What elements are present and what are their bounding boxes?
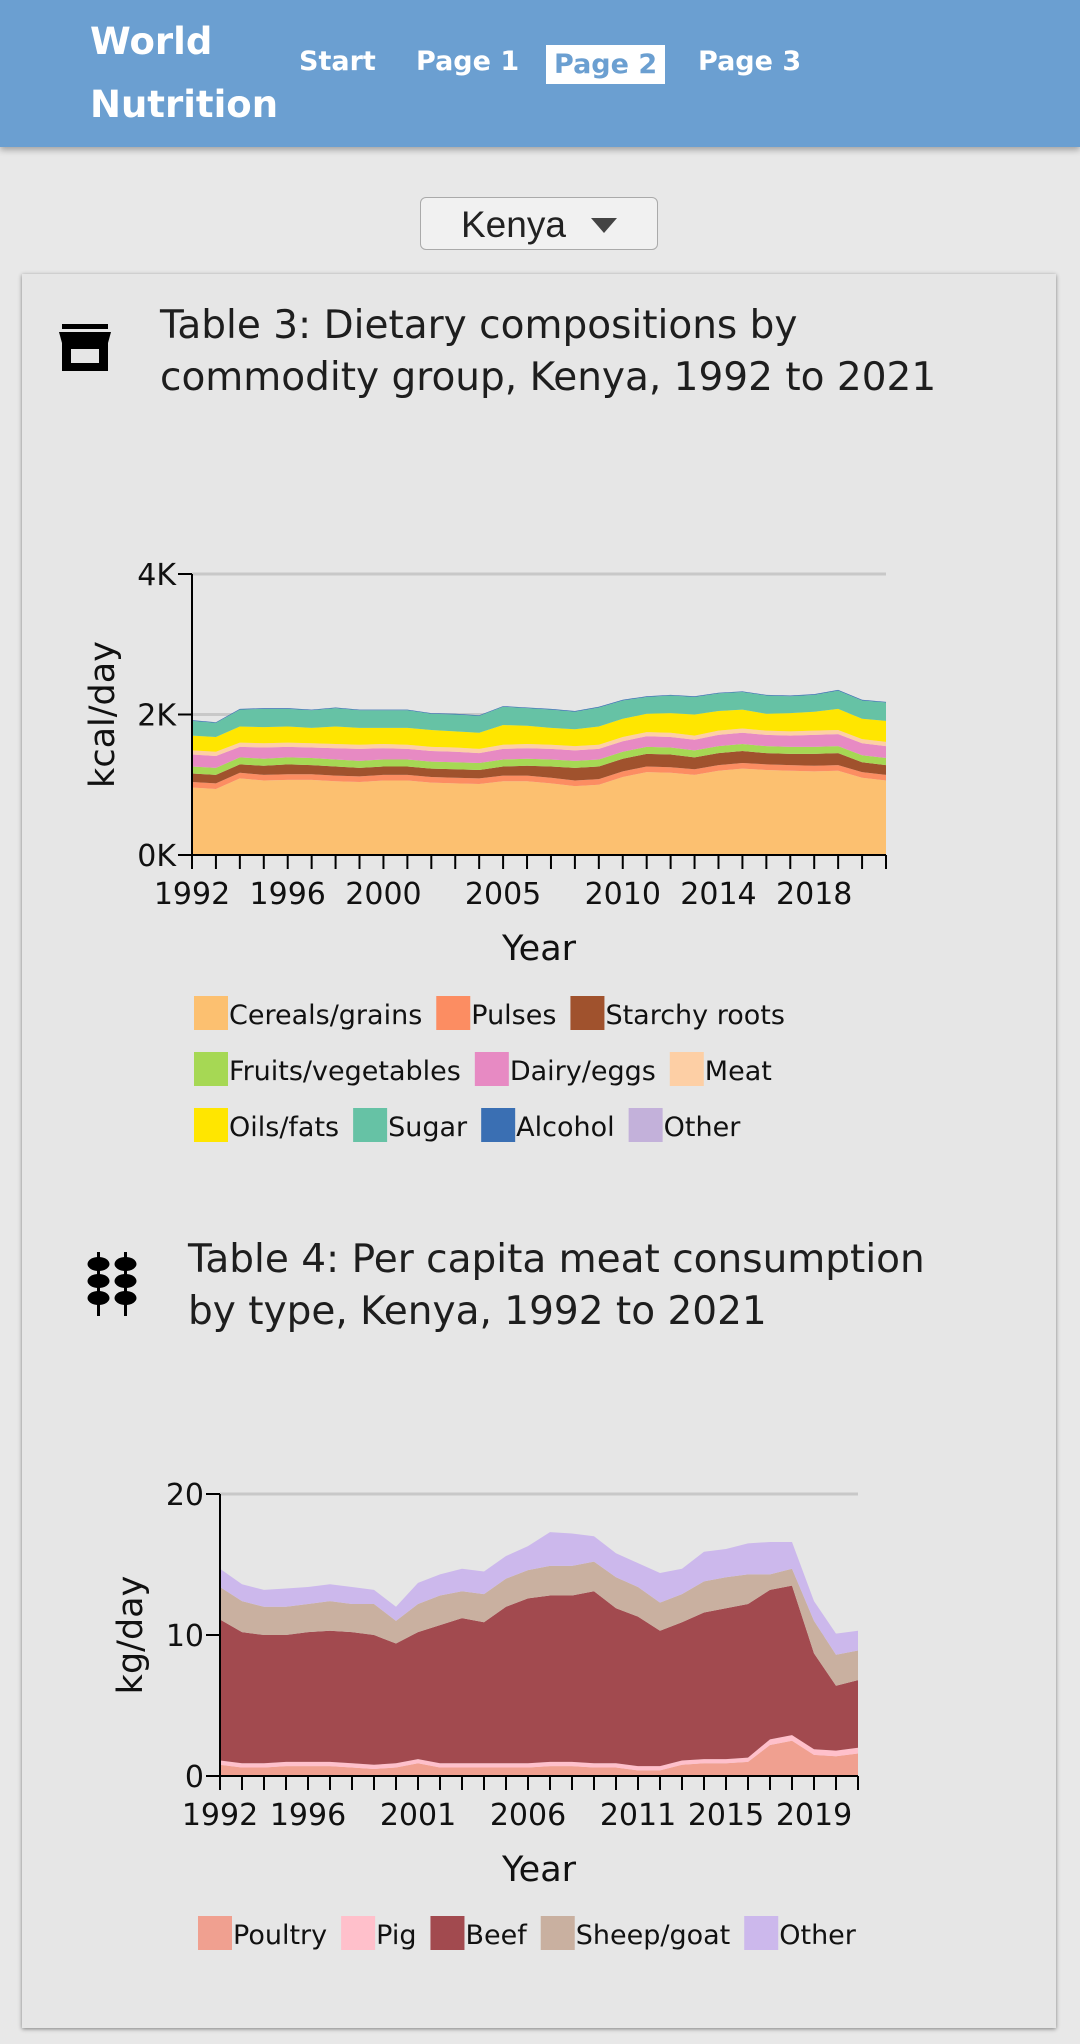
table4-area-pig xyxy=(220,1735,858,1771)
table4-x-axis-label: Year xyxy=(501,1850,577,1890)
table3-x-tick-label: 1992 xyxy=(154,877,230,912)
nav-page-2[interactable]: Page 2 xyxy=(546,45,666,84)
table4-title-line2: by type, Kenya, 1992 to 2021 xyxy=(188,1289,767,1334)
brand-logo[interactable]: World Nutrition xyxy=(90,10,278,136)
table3-legend-label-meat: Meat xyxy=(705,1056,772,1087)
table3-legend-swatch-starchy-roots xyxy=(570,996,605,1030)
table3-legend-swatch-fruits-vegetables xyxy=(194,1052,228,1086)
table4-legend-swatch-beef xyxy=(430,1916,465,1950)
chevron-down-icon xyxy=(591,218,617,233)
table3-legend-label-cereals-grains: Cereals/grains xyxy=(229,1000,422,1031)
table4-area-beef xyxy=(220,1585,858,1767)
brand-line1: World xyxy=(90,20,213,63)
table3-area-dairy-eggs xyxy=(192,732,886,768)
chart-table3: 0K 2K 4K 1992 1996 2000 2005 2010 2014 2018 Year kc… xyxy=(83,558,887,1143)
table3-area-fruits-vegetables xyxy=(192,744,886,775)
table3-legend-swatch-alcohol xyxy=(481,1108,516,1142)
table3-legend-swatch-meat xyxy=(669,1052,704,1086)
table3-legend-label-alcohol: Alcohol xyxy=(516,1112,614,1143)
table3-area-starchy-roots xyxy=(192,751,886,784)
table3-area-meat xyxy=(192,728,886,756)
table3-legend-label-fruits-vegetables: Fruits/vegetables xyxy=(229,1056,461,1087)
table3-x-axis-label: Year xyxy=(501,929,577,969)
table4-y-tick-label: 10 xyxy=(166,1619,204,1654)
table3-legend-swatch-sugar xyxy=(353,1108,388,1142)
table3-area-cereals-grains xyxy=(192,768,886,855)
table3-x-tick-label: 2018 xyxy=(776,877,852,912)
table3-area-oils-fats xyxy=(192,708,886,752)
table3-x-tick-label: 2014 xyxy=(680,877,756,912)
table4-legend-swatch-other xyxy=(744,1916,779,1950)
country-select-value: Kenya xyxy=(461,204,566,245)
table4-y-tick-label: 0 xyxy=(185,1760,204,1795)
table4-x-tick-label: 2019 xyxy=(776,1798,852,1833)
table4-legend-label-pig: Pig xyxy=(376,1920,416,1951)
table4-legend-label-poultry: Poultry xyxy=(233,1920,327,1951)
table3-x-tick-label: 2000 xyxy=(345,877,421,912)
table3-legend-label-oils-fats: Oils/fats xyxy=(229,1112,339,1143)
table3-legend-swatch-pulses xyxy=(436,996,471,1030)
table4-legend-swatch-poultry xyxy=(198,1916,232,1950)
table4-legend-swatch-pig xyxy=(341,1916,376,1950)
table3-x-tick-label: 2010 xyxy=(585,877,661,912)
table3-legend-swatch-dairy-eggs xyxy=(474,1052,509,1086)
table3-area-pulses xyxy=(192,762,886,789)
nav-page-1[interactable]: Page 1 xyxy=(416,46,520,77)
table4-legend-label-beef: Beef xyxy=(465,1920,528,1951)
table4-x-tick-label: 2015 xyxy=(688,1798,764,1833)
meat-skewer-icon xyxy=(87,1252,137,1316)
table3-x-tick-label: 2005 xyxy=(465,877,541,912)
chart-table4: 0 10 20 1992 1996 2001 2006 2011 2015 2019 Year kg/… xyxy=(111,1478,859,1951)
store-icon xyxy=(59,324,111,371)
table3-legend-swatch-other xyxy=(628,1108,663,1142)
table4-legend-label-sheep-goat: Sheep/goat xyxy=(576,1920,731,1951)
table4-legend-label-other: Other xyxy=(779,1920,857,1951)
table3-title-line2: commodity group, Kenya, 1992 to 2021 xyxy=(160,355,937,400)
nav-page-3[interactable]: Page 3 xyxy=(698,46,802,77)
table3-title-line1: Table 3: Dietary compositions by xyxy=(160,303,798,348)
table4-x-tick-label: 1996 xyxy=(270,1798,346,1833)
table4-x-tick-label: 2001 xyxy=(380,1798,456,1833)
nav-start[interactable]: Start xyxy=(299,46,376,77)
table3-legend-label-starchy-roots: Starchy roots xyxy=(605,1000,785,1031)
table3-x-tick-label: 1996 xyxy=(250,877,326,912)
table3-y-tick-label: 0K xyxy=(137,839,177,874)
table4-y-tick-label: 20 xyxy=(166,1478,204,1513)
table3-y-tick-label: 4K xyxy=(137,558,177,593)
table4-area-poultry xyxy=(220,1740,858,1776)
tables-card: Table 3: Dietary compositions by commodi… xyxy=(22,274,1056,2028)
table4-area-other xyxy=(220,1532,858,1655)
table3-title: Table 3: Dietary compositions by commodi… xyxy=(160,300,936,404)
table4-title: Table 4: Per capita meat consumption by … xyxy=(188,1234,925,1338)
table3-legend-label-other: Other xyxy=(664,1112,742,1143)
country-select[interactable]: Kenya xyxy=(420,197,658,250)
table3-y-tick-label: 2K xyxy=(137,699,177,734)
table3-legend-swatch-oils-fats xyxy=(194,1108,228,1142)
table3-y-axis-label: kcal/day xyxy=(83,641,123,788)
table4-y-axis-label: kg/day xyxy=(111,1576,151,1695)
brand-line2: Nutrition xyxy=(90,83,279,126)
table4-title-line1: Table 4: Per capita meat consumption xyxy=(188,1237,925,1282)
table3-legend-label-sugar: Sugar xyxy=(388,1112,468,1143)
table4-legend-swatch-sheep-goat xyxy=(540,1916,575,1950)
top-navbar: World Nutrition Start Page 1 Page 2 Page… xyxy=(0,0,1080,147)
table3-legend-swatch-cereals-grains xyxy=(194,996,228,1030)
table4-x-tick-label: 2006 xyxy=(490,1798,566,1833)
table4-x-tick-label: 2011 xyxy=(600,1798,676,1833)
table4-area-sheep-goat xyxy=(220,1561,858,1686)
table4-x-tick-label: 1992 xyxy=(182,1798,258,1833)
table3-legend-label-dairy-eggs: Dairy/eggs xyxy=(510,1056,656,1087)
table3-legend-label-pulses: Pulses xyxy=(471,1000,556,1031)
table3-area-sugar xyxy=(192,690,886,737)
